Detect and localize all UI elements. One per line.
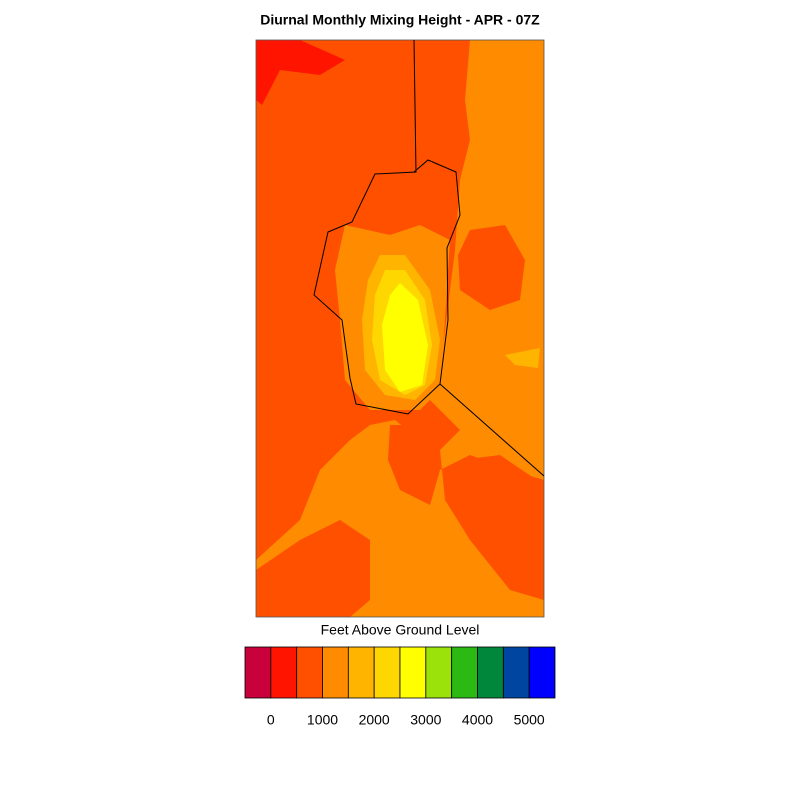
colorbar-tick-label: 1000 — [307, 712, 338, 728]
colorbar-tick-label: 0 — [267, 712, 275, 728]
colorbar-box — [322, 646, 349, 699]
colorbar-box — [528, 646, 556, 699]
colorbar-box — [451, 646, 478, 699]
colorbar-box — [270, 646, 298, 699]
colorbar-box — [399, 646, 427, 699]
colorbar-tick-label: 4000 — [462, 712, 493, 728]
colorbar-box — [296, 646, 323, 699]
colorbar-box — [244, 646, 272, 699]
contour-map — [255, 39, 545, 618]
colorbar-box — [373, 646, 401, 699]
colorbar-box — [477, 646, 504, 699]
map-title: Diurnal Monthly Mixing Height - APR - 07… — [260, 12, 540, 28]
colorbar-tick-label: 5000 — [514, 712, 545, 728]
colorbar-tick-label: 2000 — [359, 712, 390, 728]
colorbar-tick-label: 3000 — [410, 712, 441, 728]
colorbar-box — [347, 646, 375, 699]
colorbar: 0 1000 2000 3000 4000 5000 — [244, 646, 556, 728]
colorbar-box — [502, 646, 530, 699]
colorbar-label: Feet Above Ground Level — [321, 622, 480, 638]
colorbar-box — [425, 646, 453, 699]
